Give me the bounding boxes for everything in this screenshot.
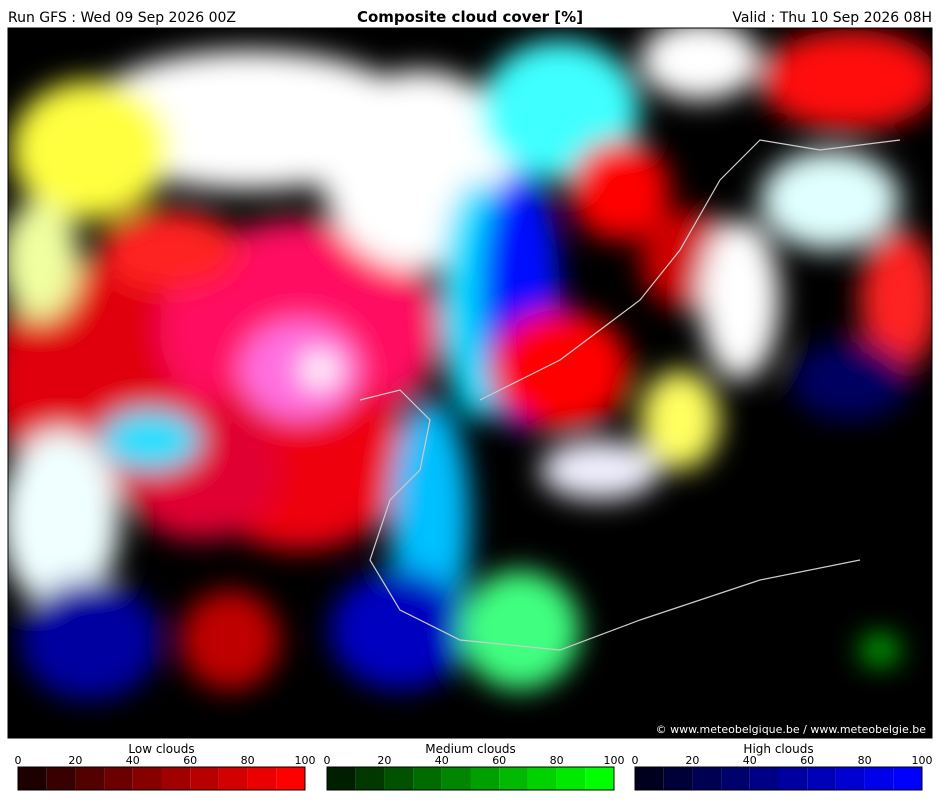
legend-tick-label: 40 [126,754,140,767]
legend-swatch [441,767,471,790]
legend-swatch [692,767,722,790]
legend-tick-label: 80 [241,754,255,767]
legend-swatch [161,767,191,790]
legend-swatch [835,767,865,790]
legend-tick-label: 80 [858,754,872,767]
legend-swatch [18,767,47,790]
copyright: © www.meteobelgique.be / www.meteobelgie… [656,723,927,736]
legend-frame [634,766,923,791]
cloud-map [8,28,932,738]
legend-tick-label: 20 [68,754,82,767]
legend-tick-label: 40 [435,754,449,767]
map-title: Composite cloud cover [%] [357,8,583,26]
legend-swatch [104,767,133,790]
legend-swatch [132,767,162,790]
legend-tick-label: 100 [295,754,316,767]
legend-swatch [413,767,442,790]
legend-swatch [807,767,836,790]
legend-swatch [778,767,808,790]
run-label: Run GFS : Wed 09 Sep 2026 00Z [8,10,236,26]
legend-frame [17,766,306,791]
legend-swatch [355,767,385,790]
map-frame [7,27,933,739]
legend-swatch [663,767,693,790]
legend-swatch [585,767,614,790]
legend-tick-label: 60 [492,754,506,767]
legend-swatch [635,767,664,790]
legend-swatch [276,767,305,790]
legend-swatch [864,767,894,790]
legend-tick-label: 100 [912,754,933,767]
legend-tick-label: 100 [604,754,625,767]
legend-swatch [893,767,922,790]
valid-label: Valid : Thu 10 Sep 2026 08H [732,10,932,26]
legend-swatch [556,767,586,790]
legend-swatch [327,767,356,790]
legend-swatch [749,767,779,790]
legend-swatch [218,767,248,790]
legends: Low clouds 0 20 40 60 80 100 Medium clouds 0 20 40… [15,742,933,791]
legend-swatch [190,767,219,790]
legend-swatch [470,767,500,790]
legend-title: Low clouds [128,742,194,756]
legend-swatch [721,767,750,790]
legend-swatch [75,767,105,790]
legend-title: High clouds [743,742,813,756]
legend-swatch [46,767,76,790]
legend-title: Medium clouds [425,742,516,756]
legend-tick-label: 40 [743,754,757,767]
legend-swatch [499,767,528,790]
legend-frame [326,766,615,791]
legend-tick-label: 60 [800,754,814,767]
legend-tick-label: 0 [15,754,22,767]
legend-tick-label: 20 [685,754,699,767]
legend-swatch [247,767,277,790]
legend-tick-label: 60 [183,754,197,767]
legend-tick-label: 0 [324,754,331,767]
legend-swatch [384,767,414,790]
legend-tick-label: 0 [632,754,639,767]
legend-tick-label: 20 [377,754,391,767]
legend-swatch [527,767,557,790]
legend-tick-label: 80 [550,754,564,767]
